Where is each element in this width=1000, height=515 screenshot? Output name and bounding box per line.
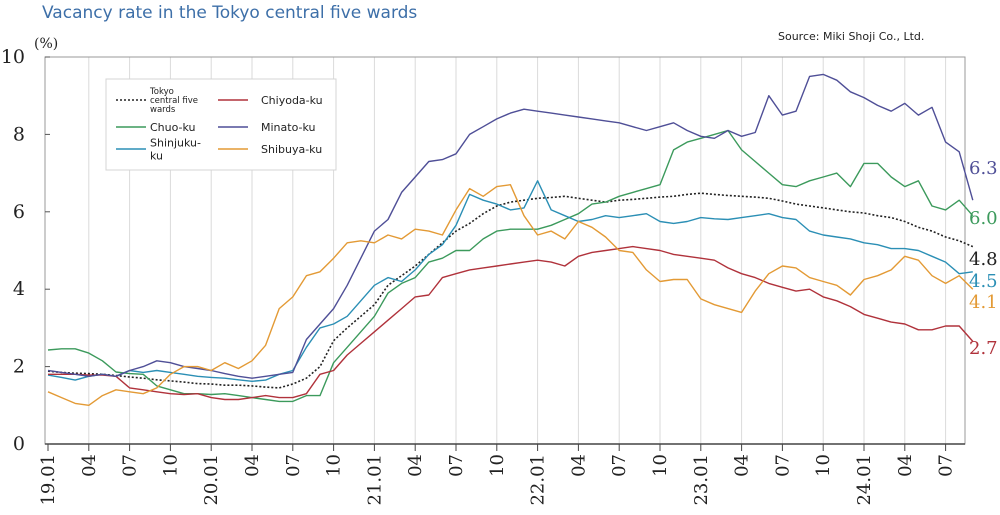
end-label-tokyo-central-five-wards: 4.8 xyxy=(969,249,998,270)
y-tick-label: 4 xyxy=(13,278,25,300)
x-tick-label: 10 xyxy=(650,454,671,477)
x-tick-label: 04 xyxy=(242,454,263,477)
x-tick-label: 21.01 xyxy=(364,454,385,506)
x-tick-label: 07 xyxy=(283,454,304,477)
y-axis: 0 2 4 6 8 10 xyxy=(1,46,50,455)
x-tick-label: 19.01 xyxy=(38,454,59,506)
x-tick-label: 20.01 xyxy=(201,454,222,506)
y-tick-label: 0 xyxy=(13,433,25,455)
series-line-shibuya-ku xyxy=(47,183,974,406)
x-tick-label: 23.01 xyxy=(691,454,712,506)
x-tick-label: 04 xyxy=(79,454,100,477)
legend-box xyxy=(105,78,337,171)
legend-label-shibuya-ku: Shibuya-ku xyxy=(261,143,322,156)
chart-title: Vacancy rate in the Tokyo central five w… xyxy=(42,3,418,23)
series-line-shinjuku-ku xyxy=(47,180,973,382)
end-value-labels: 4.8 6.0 4.5 2.7 6.3 4.1 xyxy=(969,158,998,359)
x-tick-label: 10 xyxy=(813,454,834,477)
x-tick-label: 07 xyxy=(120,454,141,477)
x-tick-label: 22.01 xyxy=(528,454,549,506)
x-tick-label: 07 xyxy=(772,454,793,477)
end-label-chuo-ku: 6.0 xyxy=(969,208,998,229)
x-tick-label: 04 xyxy=(895,454,916,477)
legend-label-shinjuku-ku: Shinjuku- xyxy=(150,137,201,150)
end-label-shinjuku-ku: 4.5 xyxy=(969,271,998,292)
legend-label-chiyoda-ku: Chiyoda-ku xyxy=(261,94,323,107)
x-tick-label: 07 xyxy=(936,454,957,477)
series-line-chiyoda-ku xyxy=(48,245,974,401)
x-tick-label: 04 xyxy=(568,454,589,477)
x-tick-label: 10 xyxy=(487,454,508,477)
y-tick-label: 8 xyxy=(13,123,25,145)
series-lines xyxy=(47,73,974,406)
end-label-shibuya-ku: 4.1 xyxy=(969,292,998,313)
y-tick-label: 6 xyxy=(13,201,25,223)
source-note: Source: Miki Shoji Co., Ltd. xyxy=(778,30,925,43)
legend-label-minato-ku: Minato-ku xyxy=(261,121,315,134)
y-axis-unit: (%) xyxy=(34,36,58,52)
x-tick-label: 10 xyxy=(160,454,181,477)
y-tick-label: 2 xyxy=(13,356,25,378)
legend-label-chuo-ku: Chuo-ku xyxy=(150,121,196,134)
series-line-chuo-ku xyxy=(47,129,974,403)
end-label-chiyoda-ku: 2.7 xyxy=(969,338,998,359)
end-label-minato-ku: 6.3 xyxy=(969,158,998,179)
x-tick-label: 24.01 xyxy=(854,454,875,506)
x-tick-label: 10 xyxy=(324,454,345,477)
x-tick-label: 04 xyxy=(405,454,426,477)
x-tick-label: 04 xyxy=(732,454,753,477)
series-line-minato-ku xyxy=(47,73,974,379)
y-tick-label: 10 xyxy=(1,46,25,68)
x-axis: 19.01 04 07 10 20.01 04 07 10 21.01 04 07 10 22.01 04… xyxy=(38,444,957,506)
x-tick-label: 07 xyxy=(609,454,630,477)
legend-label-tokyo-central-five-wards: Tokyo xyxy=(149,87,174,97)
legend-label-shinjuku-ku: ku xyxy=(150,150,163,163)
x-tick-label: 07 xyxy=(446,454,467,477)
legend-label-tokyo-central-five-wards: central five xyxy=(150,96,198,106)
series-line-tokyo-central-five-wards xyxy=(47,192,974,389)
legend-label-tokyo-central-five-wards: wards xyxy=(150,105,176,115)
